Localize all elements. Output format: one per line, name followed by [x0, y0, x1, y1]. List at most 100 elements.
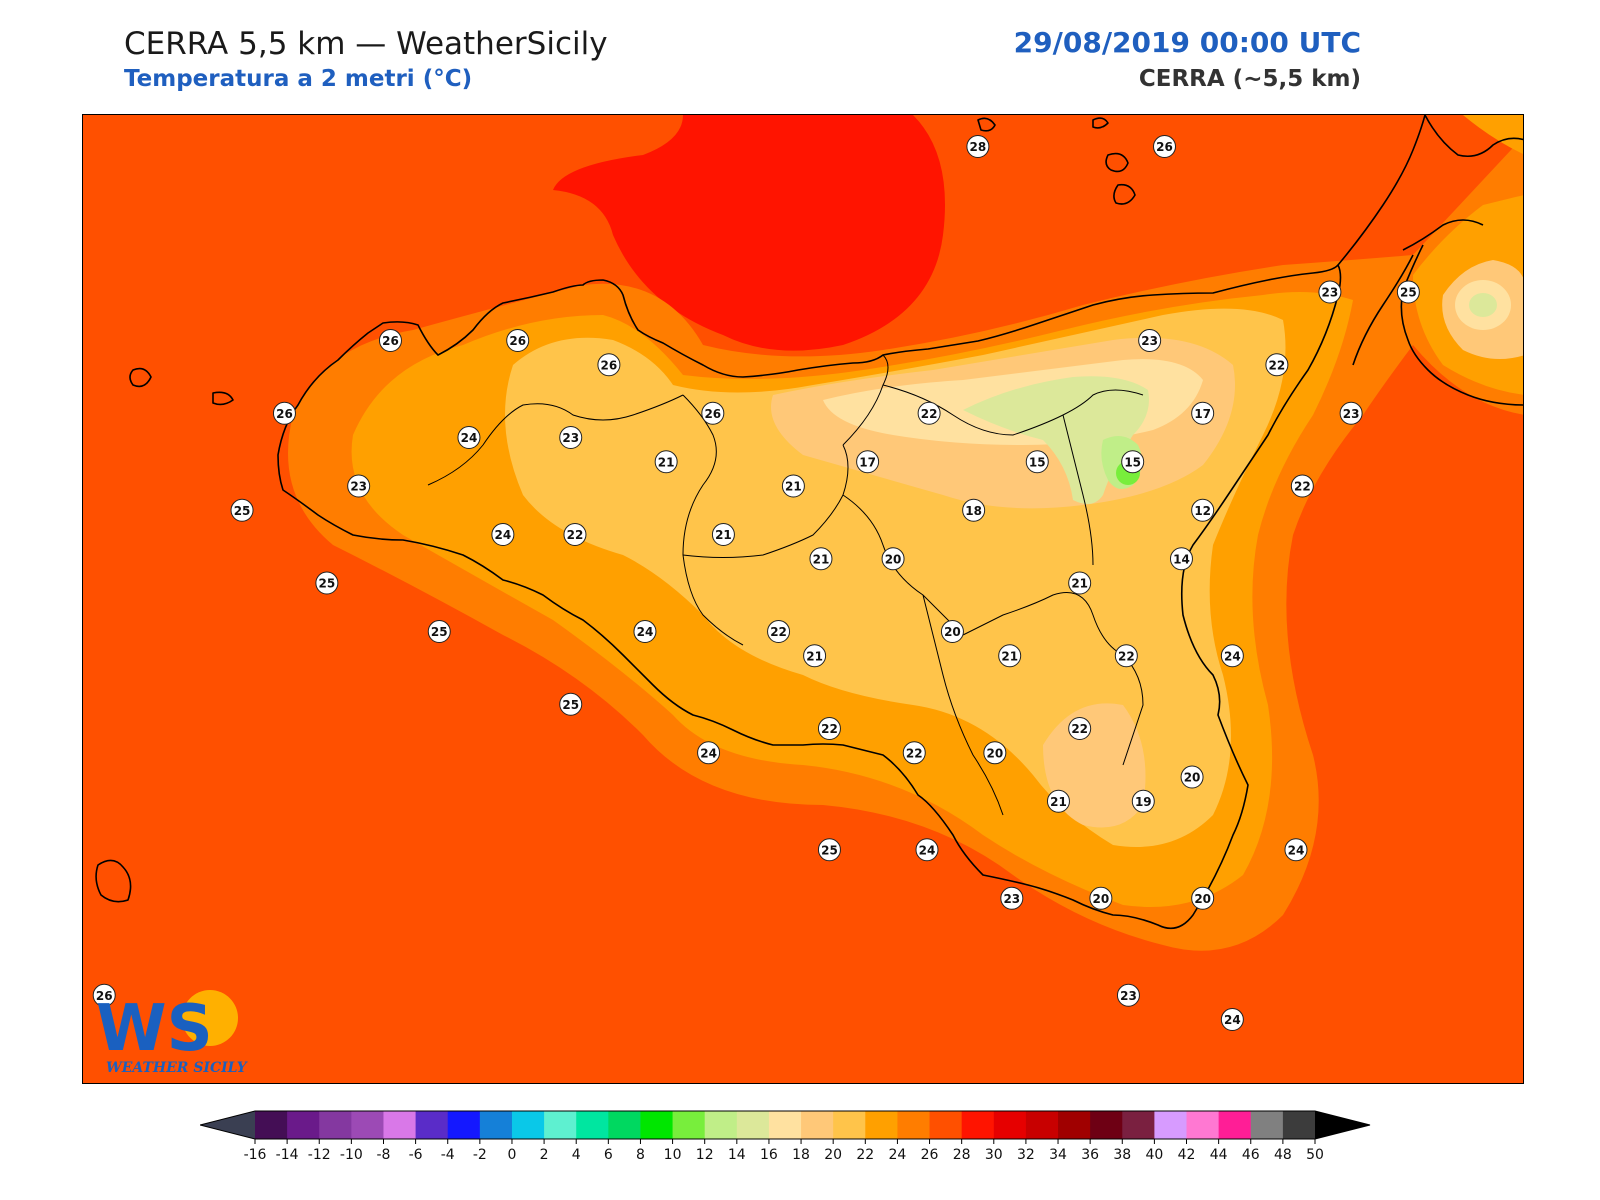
station-value: 24: [1288, 843, 1305, 857]
colorbar-graphic: -16 -14 -12 -10 -8 -6 -4 -2 0 2 4 6 8 10 12 14 16 18 20 22 2…: [199, 1110, 1371, 1163]
province-border: [682, 444, 849, 558]
colorbar-tick-label: 40: [1145, 1147, 1163, 1163]
station-value: 21: [813, 552, 830, 566]
colorbar-segment: [1218, 1111, 1252, 1139]
station-label: 23: [1116, 983, 1140, 1007]
station-value: 23: [1322, 286, 1339, 300]
station-marker: [506, 329, 530, 353]
station-marker: [378, 329, 402, 353]
station-marker: [1046, 789, 1070, 813]
station-label: 26: [92, 983, 116, 1007]
station-marker: [1284, 838, 1308, 862]
colorbar-tick-label: 34: [1049, 1147, 1067, 1163]
station-label: 26: [597, 353, 621, 377]
station-marker: [983, 741, 1007, 765]
station-marker: [1396, 280, 1420, 304]
province-border: [962, 592, 1144, 766]
field-top-right-22: [1463, 115, 1523, 155]
station-value: 24: [495, 528, 512, 542]
station-value: 20: [944, 625, 961, 639]
map-title: CERRA 5,5 km — WeatherSicily: [124, 26, 608, 62]
station-value: 17: [859, 455, 876, 469]
station-label: 25: [427, 620, 451, 644]
station-value: 21: [658, 455, 675, 469]
valid-datetime: 29/08/2019 00:00 UTC: [1013, 26, 1361, 59]
station-value: 26: [96, 989, 113, 1003]
station-label: 24: [915, 838, 939, 862]
colorbar-tick-label: -2: [473, 1147, 487, 1163]
station-label: 26: [506, 329, 530, 353]
colorbar-segment: [319, 1111, 352, 1139]
province-border: [882, 384, 1144, 436]
station-label: 24: [1220, 644, 1244, 668]
station-label: 14: [1169, 547, 1193, 571]
station-value: 22: [906, 746, 923, 760]
station-label: 21: [1046, 789, 1070, 813]
station-marker: [962, 498, 986, 522]
colorbar-tick-label: 12: [696, 1147, 714, 1163]
station-label: 20: [940, 620, 964, 644]
station-label: 23: [1339, 401, 1363, 425]
map-subtitle: Temperatura a 2 metri (°C): [124, 66, 473, 92]
colorbar-segment: [608, 1111, 641, 1139]
colorbar-segment: [768, 1111, 802, 1139]
station-label: 15: [1121, 450, 1145, 474]
station-value: 26: [704, 407, 721, 421]
station-marker: [803, 644, 827, 668]
colorbar-under-arrow: [200, 1111, 255, 1139]
colorbar-segment: [287, 1111, 320, 1139]
colorbar-tick-label: 4: [572, 1147, 581, 1163]
station-value: 22: [1294, 480, 1311, 494]
station-value: 20: [1184, 771, 1201, 785]
station-label: 26: [272, 401, 296, 425]
colorbar-segment: [929, 1111, 963, 1139]
station-value: 19: [1135, 795, 1152, 809]
station-value: 21: [715, 528, 732, 542]
colorbar-tick-label: 50: [1306, 1147, 1324, 1163]
station-value: 22: [1118, 649, 1135, 663]
station-value: 20: [1194, 892, 1211, 906]
station-label: 26: [1153, 135, 1176, 159]
colorbar-segment: [415, 1111, 449, 1139]
station-value: 25: [821, 843, 838, 857]
station-value: 26: [276, 407, 293, 421]
station-label: 21: [711, 523, 735, 547]
station-value: 28: [970, 140, 987, 154]
station-marker: [1116, 983, 1140, 1007]
station-label: 23: [1138, 329, 1162, 353]
station-marker: [1153, 135, 1176, 159]
station-marker: [230, 498, 254, 522]
station-label: 25: [1396, 280, 1420, 304]
station-value: 24: [461, 431, 478, 445]
station-label: 25: [817, 838, 841, 862]
station-label: 20: [1191, 886, 1215, 910]
colorbar-segment: [1250, 1111, 1284, 1139]
station-marker: [491, 523, 515, 547]
station-marker: [1191, 886, 1215, 910]
station-value: 23: [1120, 989, 1137, 1003]
colorbar-tick-label: 28: [953, 1147, 971, 1163]
field-14-16: [963, 376, 1149, 504]
station-label: 22: [902, 741, 926, 765]
station-value: 20: [987, 746, 1004, 760]
station-marker: [881, 547, 905, 571]
station-marker: [559, 426, 583, 450]
station-marker: [767, 620, 791, 644]
station-label: 17: [856, 450, 880, 474]
station-marker: [998, 644, 1022, 668]
station-label: 22: [1068, 717, 1092, 741]
colorbar-tick-label: 0: [508, 1147, 517, 1163]
station-label: 12: [1191, 498, 1215, 522]
colorbar-tick-label: -4: [441, 1147, 455, 1163]
station-label: 20: [983, 741, 1007, 765]
station-marker: [1290, 474, 1314, 498]
colorbar-segment: [1186, 1111, 1220, 1139]
station-label: 25: [315, 571, 339, 595]
station-value: 21: [1001, 649, 1018, 663]
station-label: 15: [1025, 450, 1049, 474]
station-value: 17: [1194, 407, 1211, 421]
colorbar-tick-label: 18: [792, 1147, 810, 1163]
station-value: 23: [350, 480, 367, 494]
station-label: 26: [378, 329, 402, 353]
station-marker: [1318, 280, 1342, 304]
